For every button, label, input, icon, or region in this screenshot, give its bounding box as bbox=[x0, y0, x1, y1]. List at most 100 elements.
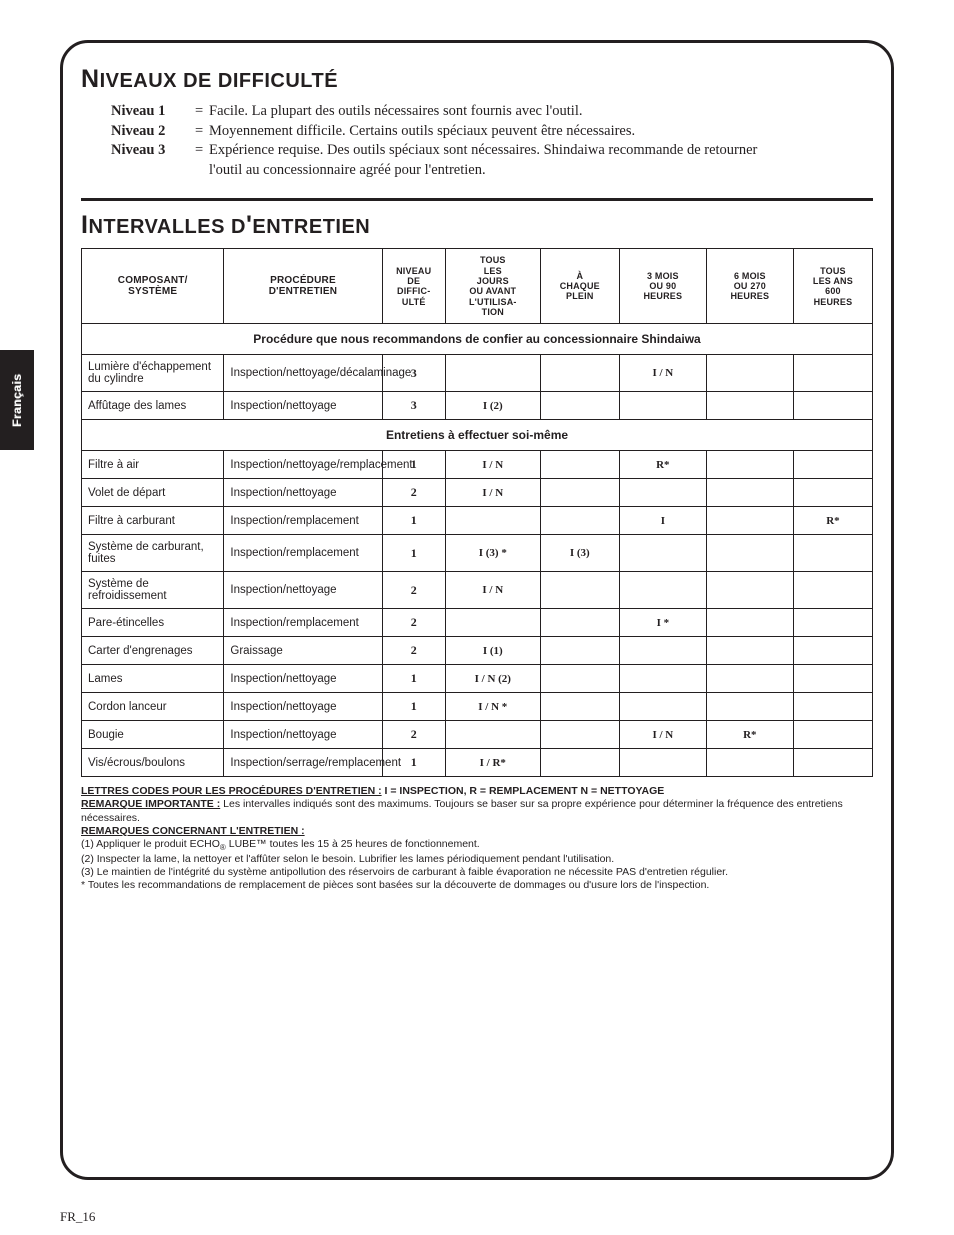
table-header-cell: ÀCHAQUEPLEIN bbox=[540, 249, 619, 324]
table-cell bbox=[793, 609, 872, 637]
table-cell: Bougie bbox=[82, 721, 224, 749]
table-row: Système de refroidissementInspection/net… bbox=[82, 572, 873, 609]
table-cell: R* bbox=[619, 451, 706, 479]
table-cell bbox=[540, 507, 619, 535]
table-cell bbox=[540, 637, 619, 665]
table-cell bbox=[706, 355, 793, 392]
table-cell: Système de carburant, fuites bbox=[82, 535, 224, 572]
table-section-row: Entretiens à effectuer soi-même bbox=[82, 420, 873, 451]
notes-line: REMARQUE IMPORTANTE : Les intervalles in… bbox=[81, 798, 873, 824]
table-cell bbox=[540, 693, 619, 721]
table-cell: 1 bbox=[382, 665, 445, 693]
table-header-cell: NIVEAUDEDIFFIC-ULTÉ bbox=[382, 249, 445, 324]
table-cell: Graissage bbox=[224, 637, 382, 665]
table-row: Filtre à airInspection/nettoyage/remplac… bbox=[82, 451, 873, 479]
level-label: Niveau 1 bbox=[111, 102, 195, 122]
table-cell bbox=[540, 572, 619, 609]
table-cell: I (2) bbox=[445, 392, 540, 420]
table-cell bbox=[540, 479, 619, 507]
table-cell: I / N bbox=[445, 572, 540, 609]
table-cell: Pare-étincelles bbox=[82, 609, 224, 637]
table-cell bbox=[706, 392, 793, 420]
table-cell bbox=[619, 693, 706, 721]
table-cell bbox=[793, 572, 872, 609]
table-cell bbox=[619, 665, 706, 693]
table-header-cell: TOUSLES ANS600HEURES bbox=[793, 249, 872, 324]
table-row: Lumière d'échappement du cylindreInspect… bbox=[82, 355, 873, 392]
table-cell: Cordon lanceur bbox=[82, 693, 224, 721]
table-cell bbox=[540, 355, 619, 392]
table-cell: I (3) * bbox=[445, 535, 540, 572]
table-cell bbox=[706, 451, 793, 479]
content-frame: NIVEAUX DE DIFFICULTÉ Niveau 1 = Facile.… bbox=[60, 40, 894, 1180]
table-cell bbox=[445, 355, 540, 392]
table-cell: I / R* bbox=[445, 749, 540, 777]
table-cell bbox=[706, 637, 793, 665]
table-cell bbox=[619, 535, 706, 572]
table-cell bbox=[793, 749, 872, 777]
table-cell: I (3) bbox=[540, 535, 619, 572]
table-cell bbox=[619, 392, 706, 420]
table-cell bbox=[540, 609, 619, 637]
table-row: Pare-étincellesInspection/remplacement2I… bbox=[82, 609, 873, 637]
table-row: Filtre à carburantInspection/remplacemen… bbox=[82, 507, 873, 535]
table-cell bbox=[540, 451, 619, 479]
table-cell bbox=[793, 693, 872, 721]
level-row: Niveau 1 = Facile. La plupart des outils… bbox=[111, 102, 873, 122]
level-text: Expérience requise. Des outils spéciaux … bbox=[209, 141, 873, 161]
table-cell bbox=[793, 355, 872, 392]
table-cell: Inspection/nettoyage bbox=[224, 392, 382, 420]
notes-line: * Toutes les recommandations de remplace… bbox=[81, 879, 873, 892]
table-cell: 2 bbox=[382, 479, 445, 507]
table-cell bbox=[540, 721, 619, 749]
table-cell bbox=[793, 637, 872, 665]
table-cell: Filtre à carburant bbox=[82, 507, 224, 535]
table-cell: R* bbox=[793, 507, 872, 535]
table-cell: 1 bbox=[382, 507, 445, 535]
table-row: Cordon lanceurInspection/nettoyage1I / N… bbox=[82, 693, 873, 721]
table-cell: I / N bbox=[619, 355, 706, 392]
table-cell: 1 bbox=[382, 535, 445, 572]
table-cell: I / N * bbox=[445, 693, 540, 721]
table-cell bbox=[706, 572, 793, 609]
table-row: Affûtage des lamesInspection/nettoyage3I… bbox=[82, 392, 873, 420]
table-cell: Inspection/nettoyage bbox=[224, 665, 382, 693]
table-cell: Carter d'engrenages bbox=[82, 637, 224, 665]
divider bbox=[81, 198, 873, 201]
table-header-row: COMPOSANT/SYSTÈMEPROCÉDURED'ENTRETIENNIV… bbox=[82, 249, 873, 324]
table-cell: Inspection/nettoyage bbox=[224, 693, 382, 721]
table-header-cell: 6 MOISOU 270HEURES bbox=[706, 249, 793, 324]
level-label: Niveau 2 bbox=[111, 122, 195, 142]
table-cell: Inspection/nettoyage bbox=[224, 572, 382, 609]
table-cell: Inspection/remplacement bbox=[224, 507, 382, 535]
table-cell: I / N bbox=[445, 451, 540, 479]
level-row: Niveau 3 = Expérience requise. Des outil… bbox=[111, 141, 873, 161]
table-cell: I * bbox=[619, 609, 706, 637]
table-header-cell: 3 MOISOU 90HEURES bbox=[619, 249, 706, 324]
table-cell: Vis/écrous/boulons bbox=[82, 749, 224, 777]
notes-line: (3) Le maintien de l'intégrité du systèm… bbox=[81, 866, 873, 879]
table-cell bbox=[706, 507, 793, 535]
table-row: Volet de départInspection/nettoyage2I / … bbox=[82, 479, 873, 507]
table-cell: Inspection/nettoyage bbox=[224, 721, 382, 749]
table-row: Carter d'engrenagesGraissage2I (1) bbox=[82, 637, 873, 665]
table-cell bbox=[706, 693, 793, 721]
table-cell bbox=[619, 479, 706, 507]
table-header-cell: PROCÉDURED'ENTRETIEN bbox=[224, 249, 382, 324]
table-cell bbox=[793, 721, 872, 749]
table-cell bbox=[540, 665, 619, 693]
table-cell: Inspection/nettoyage/décalaminage bbox=[224, 355, 382, 392]
table-section-row: Procédure que nous recommandons de confi… bbox=[82, 324, 873, 355]
section-title-difficulty: NIVEAUX DE DIFFICULTÉ bbox=[81, 65, 873, 94]
table-row: Système de carburant, fuitesInspection/r… bbox=[82, 535, 873, 572]
table-cell bbox=[793, 479, 872, 507]
table-cell: 2 bbox=[382, 721, 445, 749]
table-cell: I / N bbox=[445, 479, 540, 507]
table-cell bbox=[540, 749, 619, 777]
table-cell: Volet de départ bbox=[82, 479, 224, 507]
table-cell: Affûtage des lames bbox=[82, 392, 224, 420]
table-cell bbox=[793, 535, 872, 572]
table-header-cell: TOUSLESJOURSOU AVANTL'UTILISA-TION bbox=[445, 249, 540, 324]
level-row: Niveau 2 = Moyennement difficile. Certai… bbox=[111, 122, 873, 142]
section-title-intervals: INTERVALLES D'ENTRETIEN bbox=[81, 211, 873, 240]
